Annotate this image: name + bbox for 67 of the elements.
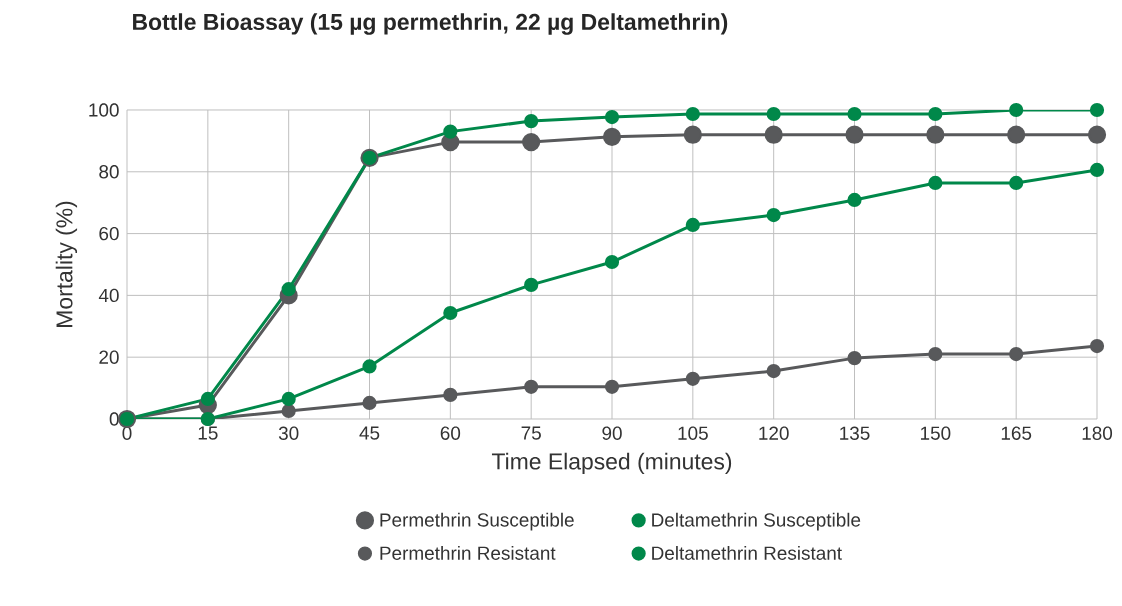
point [362, 359, 377, 374]
point [281, 403, 296, 419]
point [1089, 102, 1105, 118]
point [1009, 346, 1024, 362]
point [602, 127, 622, 146]
legend-label: Deltamethrin Resistant [652, 545, 842, 560]
point [200, 391, 215, 406]
x-tick-label: 105 [678, 426, 708, 440]
x-tick-label: 0 [122, 426, 132, 440]
legend-label: Permethrin Resistant [380, 545, 556, 560]
x-tick-label: 150 [920, 426, 951, 440]
point [926, 125, 945, 144]
x-tick-label: 45 [359, 426, 380, 440]
point [928, 346, 943, 362]
point [847, 106, 862, 122]
point [443, 305, 458, 321]
point [1089, 338, 1105, 354]
x-tick-label: 180 [1082, 426, 1113, 440]
point [524, 277, 539, 292]
point [522, 133, 541, 152]
x-tick-label: 135 [840, 426, 870, 440]
point [683, 125, 702, 144]
point [604, 109, 620, 125]
x-tick-label: 90 [602, 426, 622, 440]
point [604, 379, 620, 394]
point [845, 125, 864, 144]
point [928, 175, 943, 191]
legend-label: Deltamethrin Susceptible [652, 512, 861, 531]
point [1007, 125, 1026, 144]
point [1087, 125, 1107, 144]
point [1089, 162, 1105, 178]
x-tick-label: 75 [521, 426, 541, 440]
y-tick-label: 60 [99, 226, 119, 241]
point [524, 114, 539, 129]
x-tick-label: 165 [1001, 426, 1032, 440]
x-tick-label: 30 [278, 426, 299, 440]
x-tick-label: 60 [440, 426, 461, 440]
chart-title: Bottle Bioassay (15 µg permethrin, 22 µg Deltamethrin) [133, 13, 728, 35]
point [685, 217, 700, 233]
point [928, 106, 943, 122]
point [443, 387, 458, 402]
y-tick-label: 0 [109, 412, 119, 426]
x-tick-label: 120 [759, 426, 789, 440]
point [685, 106, 700, 122]
y-tick-label: 40 [98, 288, 119, 303]
point [443, 124, 458, 139]
legend-label: Permethrin Susceptible [380, 512, 574, 531]
point [766, 363, 781, 379]
point [766, 106, 781, 122]
y-axis-title: Mortality (%) [55, 201, 78, 327]
point [685, 371, 700, 386]
point [604, 254, 620, 270]
y-tick-label: 100 [89, 103, 119, 117]
point [1009, 175, 1024, 191]
point [281, 282, 296, 297]
point [847, 192, 862, 207]
x-tick-label: 15 [198, 426, 218, 440]
point [1009, 102, 1024, 118]
point [524, 379, 539, 394]
point [766, 207, 781, 223]
y-tick-label: 20 [99, 350, 119, 364]
point [281, 391, 296, 406]
point [362, 395, 377, 411]
point [847, 351, 862, 366]
x-axis-title: Time Elapsed (minutes) [491, 452, 732, 475]
point [764, 125, 783, 144]
y-tick-label: 80 [99, 165, 119, 179]
